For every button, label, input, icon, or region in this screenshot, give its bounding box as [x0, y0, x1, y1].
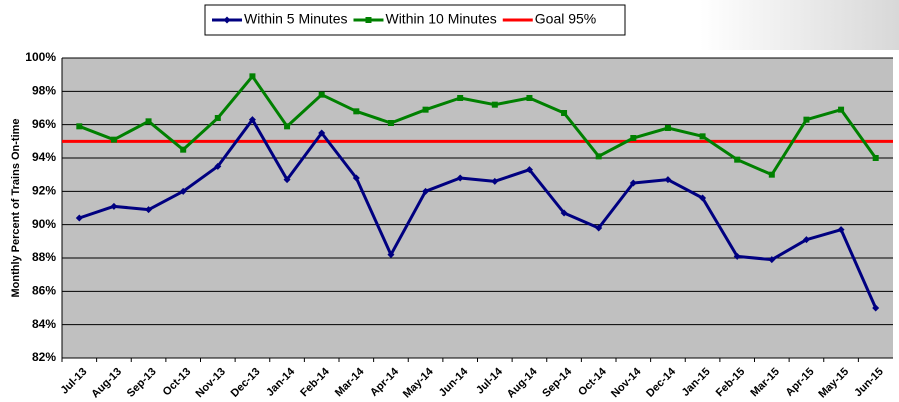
x-tick-label: Feb-15: [714, 366, 748, 400]
x-tick-label: Jul-13: [59, 366, 90, 397]
point: [457, 95, 464, 101]
y-tick-label: 98%: [32, 84, 56, 98]
point: [872, 155, 879, 161]
point: [630, 135, 637, 141]
point: [318, 91, 325, 98]
x-tick-label: Apr-15: [783, 366, 816, 399]
y-axis-label: Monthly Percent of Trains On-time: [10, 118, 22, 297]
point: [353, 108, 360, 115]
y-tick-label: 94%: [32, 150, 56, 164]
x-tick-label: Jul-14: [474, 365, 506, 397]
point: [145, 118, 152, 125]
point: [768, 171, 775, 178]
point: [803, 116, 810, 123]
point: [699, 194, 707, 202]
x-tick-label: Apr-14: [368, 365, 402, 399]
y-tick-label: 86%: [32, 284, 56, 298]
x-tick-label: Jun-15: [852, 366, 886, 400]
series-line: [78, 118, 878, 309]
point: [838, 106, 845, 113]
x-tick-label: Aug-14: [505, 365, 540, 400]
point: [561, 110, 568, 116]
point: [456, 174, 464, 182]
point: [802, 236, 810, 244]
y-tick-label: 96%: [32, 117, 56, 131]
point: [214, 162, 222, 170]
point: [283, 176, 291, 184]
x-tick-label: Sep-13: [125, 366, 159, 400]
x-tick-label: Oct-14: [576, 365, 609, 398]
point: [491, 177, 499, 185]
point: [526, 95, 533, 101]
legend-label: Goal 95%: [535, 11, 596, 27]
decor: [700, 0, 899, 50]
point: [664, 176, 672, 184]
legend: Within 5 Minutes Within 10 Minutes Goal 95…: [204, 4, 626, 36]
point: [75, 214, 83, 222]
y-tick-label: 100%: [25, 50, 56, 64]
point: [387, 251, 395, 259]
point: [249, 73, 256, 80]
point: [733, 252, 741, 260]
legend-marker: [223, 16, 231, 24]
point: [734, 156, 741, 163]
x-tick-label: Aug-13: [89, 366, 124, 401]
x-tick-label: Jun-14: [437, 365, 471, 399]
point: [595, 153, 602, 160]
y-tick-label: 84%: [32, 317, 56, 331]
point: [352, 174, 360, 182]
legend-label: Within 5 Minutes: [244, 11, 347, 27]
point: [768, 256, 776, 264]
point: [422, 106, 429, 113]
x-tick-label: May-15: [816, 366, 851, 401]
x-tick-label: Oct-13: [161, 366, 194, 399]
point: [110, 136, 117, 143]
point: [110, 202, 118, 210]
x-tick-label: Sep-14: [540, 365, 575, 400]
point: [387, 120, 394, 126]
x-tick-label: Dec-13: [229, 366, 263, 400]
y-tick-label: 90%: [32, 217, 56, 231]
x-tick-label: Jan-15: [680, 366, 713, 399]
point: [179, 187, 187, 195]
point: [214, 115, 221, 121]
y-tick-label: 88%: [32, 250, 56, 264]
point: [284, 123, 291, 130]
point: [629, 179, 637, 187]
point: [664, 125, 671, 131]
point: [318, 129, 326, 137]
plot-area: [62, 58, 893, 358]
x-tick-label: May-14: [401, 365, 436, 400]
legend-box: [204, 4, 626, 36]
y-tick-label: 92%: [32, 184, 56, 198]
y-tick-label: 82%: [32, 350, 56, 364]
legend-marker: [365, 17, 372, 23]
x-tick-label: Nov-13: [194, 366, 228, 400]
point: [560, 209, 568, 217]
x-tick-label: Mar-14: [333, 365, 367, 399]
point: [837, 226, 845, 234]
point: [595, 224, 603, 232]
point: [422, 187, 430, 195]
point: [180, 146, 187, 153]
series-line: [78, 74, 877, 177]
point: [145, 206, 153, 214]
x-tick-label: Feb-14: [298, 365, 332, 399]
point: [525, 166, 533, 174]
legend-label: Within 10 Minutes: [385, 11, 496, 27]
point: [76, 123, 83, 130]
x-tick-label: Jan-14: [264, 365, 298, 399]
point: [248, 116, 256, 124]
x-tick-label: Dec-14: [644, 365, 679, 400]
point: [699, 133, 706, 140]
x-tick-label: Nov-14: [609, 365, 644, 400]
x-tick-label: Mar-15: [748, 366, 782, 400]
point: [872, 304, 880, 312]
point: [491, 101, 498, 108]
